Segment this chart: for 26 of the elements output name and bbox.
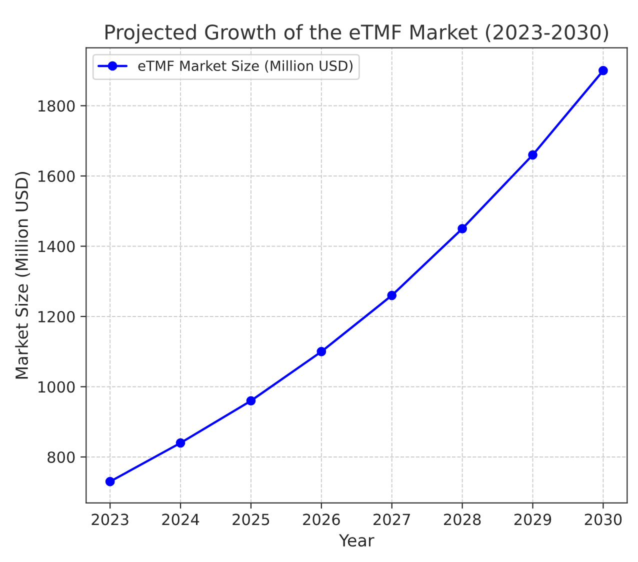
y-tick-label: 1600: [38, 170, 75, 182]
x-tick-label: 2028: [444, 514, 481, 526]
x-tick-label: 2029: [514, 514, 552, 526]
point: [176, 438, 186, 448]
point: [528, 150, 538, 160]
x-tick-label: 2023: [92, 514, 128, 526]
point: [246, 396, 256, 406]
point: [105, 476, 115, 486]
y-tick-label: 1000: [38, 381, 75, 393]
x-tick-label: 2030: [584, 514, 622, 526]
point: [387, 290, 397, 300]
point: [598, 66, 608, 76]
x-tick-label: 2027: [374, 514, 410, 526]
y-tick-label: 1200: [38, 310, 75, 322]
point: [458, 224, 467, 234]
y-tick-label: 1400: [38, 240, 75, 252]
point: [316, 346, 326, 356]
x-tick-label: 2024: [162, 514, 200, 526]
legend-label: eTMF Market Size (Million USD): [138, 60, 352, 73]
x-tick-label: 2026: [303, 514, 340, 526]
y-axis-title: Market Size (Million USD): [15, 172, 30, 379]
chart-title: Projected Growth of the eTMF Market (2023-2030): [106, 24, 608, 44]
y-tick-label: 1800: [38, 100, 75, 112]
y-tick-label: 800: [48, 451, 75, 463]
x-axis-title: Year: [338, 534, 374, 547]
x-tick-label: 2025: [232, 514, 270, 526]
